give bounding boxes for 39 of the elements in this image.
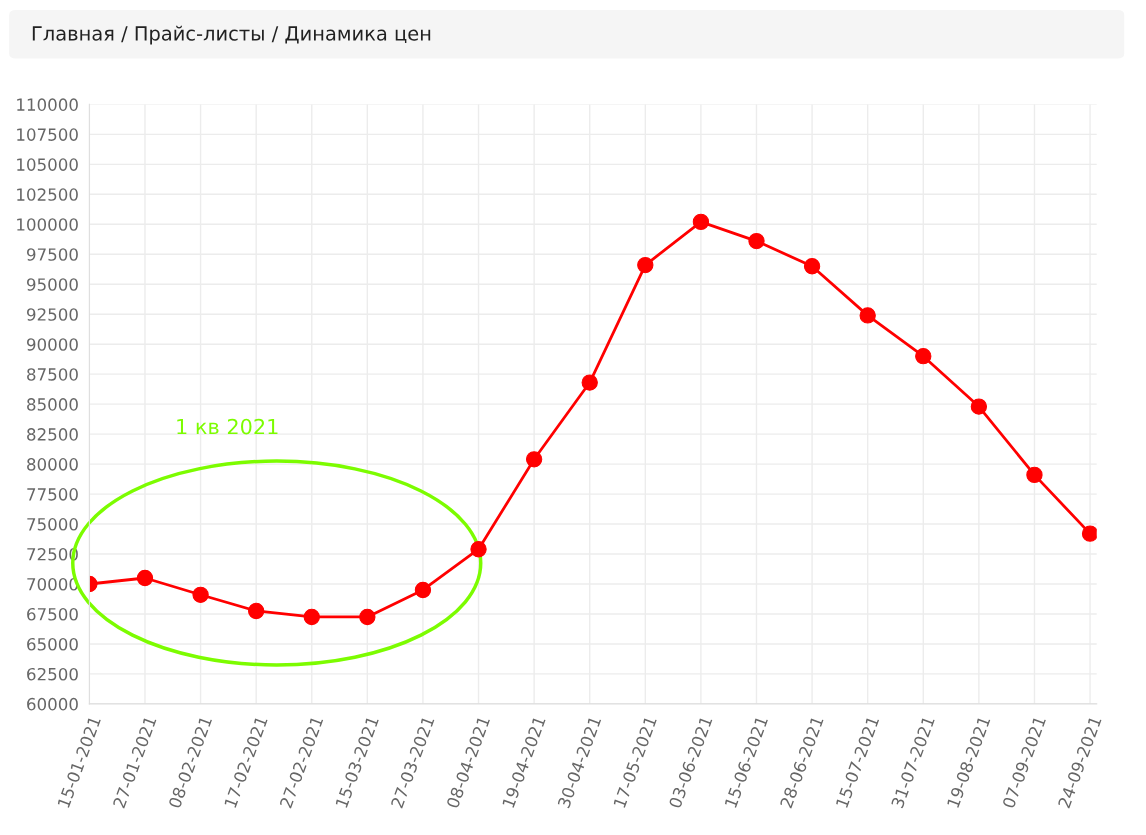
- point: [248, 602, 265, 620]
- point: [637, 256, 654, 274]
- point: [1026, 466, 1043, 484]
- point: [303, 608, 320, 626]
- point: [748, 232, 765, 250]
- point: [136, 569, 154, 587]
- point: [1081, 525, 1097, 542]
- y-tick-label: 77500: [27, 488, 78, 501]
- y-tick-label: 60000: [27, 697, 78, 711]
- point: [192, 586, 209, 603]
- point: [470, 541, 487, 558]
- y-tick-label: 110000: [17, 98, 78, 111]
- y-tick-label: 105000: [17, 158, 78, 171]
- point: [525, 451, 543, 468]
- y-tick-label: 75000: [27, 518, 78, 531]
- point: [414, 581, 432, 599]
- y-tick-label: 82500: [27, 428, 78, 441]
- point: [859, 307, 876, 324]
- annotation: 1 кв 2021: [177, 418, 278, 435]
- chart-title: Главная / Прайс-листы / Динамика цен: [32, 25, 431, 45]
- y-tick-label: 62500: [27, 667, 78, 681]
- y-tick-label: 87500: [27, 368, 78, 381]
- y-tick-label: 97500: [27, 248, 78, 261]
- y-tick-label: 67500: [27, 607, 78, 621]
- y-tick-label: 65000: [27, 637, 78, 651]
- y-tick-label: 92500: [27, 308, 78, 321]
- point: [803, 258, 821, 275]
- point: [359, 608, 376, 626]
- y-tick-label: 95000: [27, 278, 78, 291]
- point: [970, 398, 988, 415]
- point: [915, 348, 932, 365]
- point: [692, 213, 710, 231]
- y-tick-label: 80000: [27, 458, 78, 471]
- y-tick-label: 107500: [17, 128, 78, 141]
- y-tick-label: 100000: [17, 218, 78, 231]
- y-tick-label: 90000: [27, 338, 78, 351]
- y-tick-label: 85000: [27, 398, 78, 411]
- point: [581, 374, 598, 391]
- y-tick-label: 102500: [17, 188, 78, 201]
